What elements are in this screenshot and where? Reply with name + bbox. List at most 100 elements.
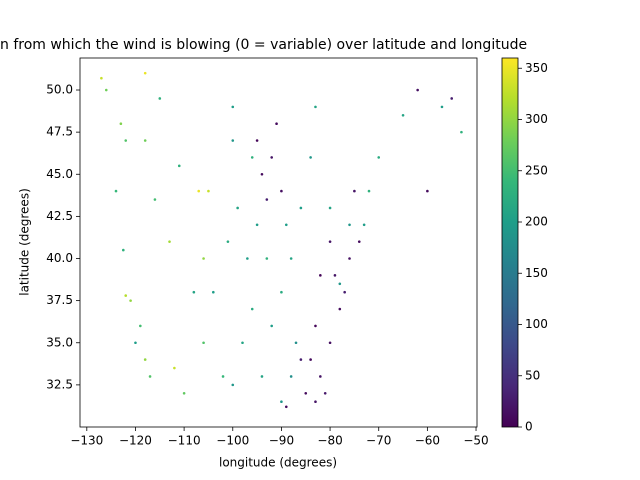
scatter-point [270,324,273,328]
scatter-point [134,341,137,345]
y-tick-label: 32.5 [46,377,73,391]
scatter-point [338,307,342,311]
scatter-point [255,223,259,227]
y-tick-label: 37.5 [46,293,73,307]
scatter-point [207,189,210,193]
colorbar-tick-label: 250 [525,163,548,177]
scatter-point [280,189,283,193]
scatter-point [314,105,317,109]
scatter-point [309,156,312,159]
scatter-point [153,198,157,201]
scatter-point [348,257,351,260]
scatter-point [197,189,201,193]
y-tick-label: 50.0 [46,83,73,97]
scatter-point [250,307,254,311]
scatter-point [100,76,103,80]
scatter-point [309,358,312,361]
x-tick-label: −130 [70,434,103,448]
scatter-point [177,164,181,168]
scatter-point [231,383,235,387]
scatter-point [323,392,327,395]
scatter-point [314,324,317,328]
scatter-point [182,392,186,395]
scatter-point [122,248,125,252]
colorbar-tick-label: 350 [525,61,548,75]
scatter-point [143,358,147,361]
scatter-point [202,257,205,260]
scatter-point [328,240,332,243]
scatter-point [124,139,128,142]
scatter-point [143,71,147,75]
colorbar-tick-label: 200 [525,215,548,229]
scatter-point [275,122,278,126]
scatter-point [168,240,171,243]
y-tick-label: 45.0 [46,167,73,181]
scatter-point [119,122,123,126]
scatter-point [212,290,215,294]
scatter-point [294,341,298,345]
scatter-point [124,294,128,297]
scatter-point [236,206,239,210]
scatter-point [148,375,152,378]
scatter-point [289,257,293,260]
scatter-point [377,156,381,159]
scatter-point [367,189,371,193]
scatter-point [246,257,249,260]
scatter-point [265,198,269,201]
y-axis-label: latitude (degrees) [18,188,32,296]
scatter-point [299,358,303,361]
scatter-point [231,105,235,109]
scatter-point [139,324,142,328]
scatter-point [260,172,264,176]
x-tick-label: −100 [216,434,249,448]
scatter-point [143,139,147,142]
scatter-point [460,130,463,134]
x-axis-label: longitude (degrees) [219,456,337,470]
scatter-point [401,113,405,117]
scatter-point [173,366,176,370]
x-tick-label: −70 [366,434,391,448]
colorbar-tick-label: 300 [525,112,548,126]
colorbar-tick-label: 100 [525,317,548,331]
scatter-point [260,375,264,378]
scatter-point [221,375,225,378]
scatter-point [231,139,235,142]
scatter-point [241,341,244,345]
colorbar-tick-label: 0 [525,420,533,434]
scatter-point [280,290,283,294]
colorbar [501,57,519,428]
scatter-point [333,274,337,277]
x-tick-label: −110 [168,434,201,448]
x-tick-label: −90 [269,434,294,448]
scatter-point [280,400,283,404]
scatter-point [192,290,196,294]
scatter-point [289,375,293,378]
scatter-point [353,189,356,193]
y-tick-label: 35.0 [46,335,73,349]
y-tick-label: 47.5 [46,125,73,139]
x-tick-label: −50 [463,434,488,448]
scatter-point [104,88,108,92]
scatter-point [284,223,288,227]
scatter-point [338,282,342,286]
scatter-point [255,139,259,142]
scatter-point [450,97,454,100]
scatter-point [158,97,162,100]
scatter-point [270,156,273,159]
scatter-point [284,405,288,409]
scatter-point [319,274,322,277]
scatter-point [304,392,308,395]
scatter-point [343,290,346,294]
y-tick-label: 40.0 [46,251,73,265]
scatter-point [440,105,444,109]
scatter-point [265,257,269,260]
scatter-point [202,341,205,345]
scatter-point [362,223,366,227]
scatter-point [314,400,317,404]
plot-frame [79,57,478,428]
scatter-point [328,206,332,210]
x-tick-label: −60 [415,434,440,448]
y-tick-label: 42.5 [46,209,73,223]
scatter-point [416,88,419,92]
